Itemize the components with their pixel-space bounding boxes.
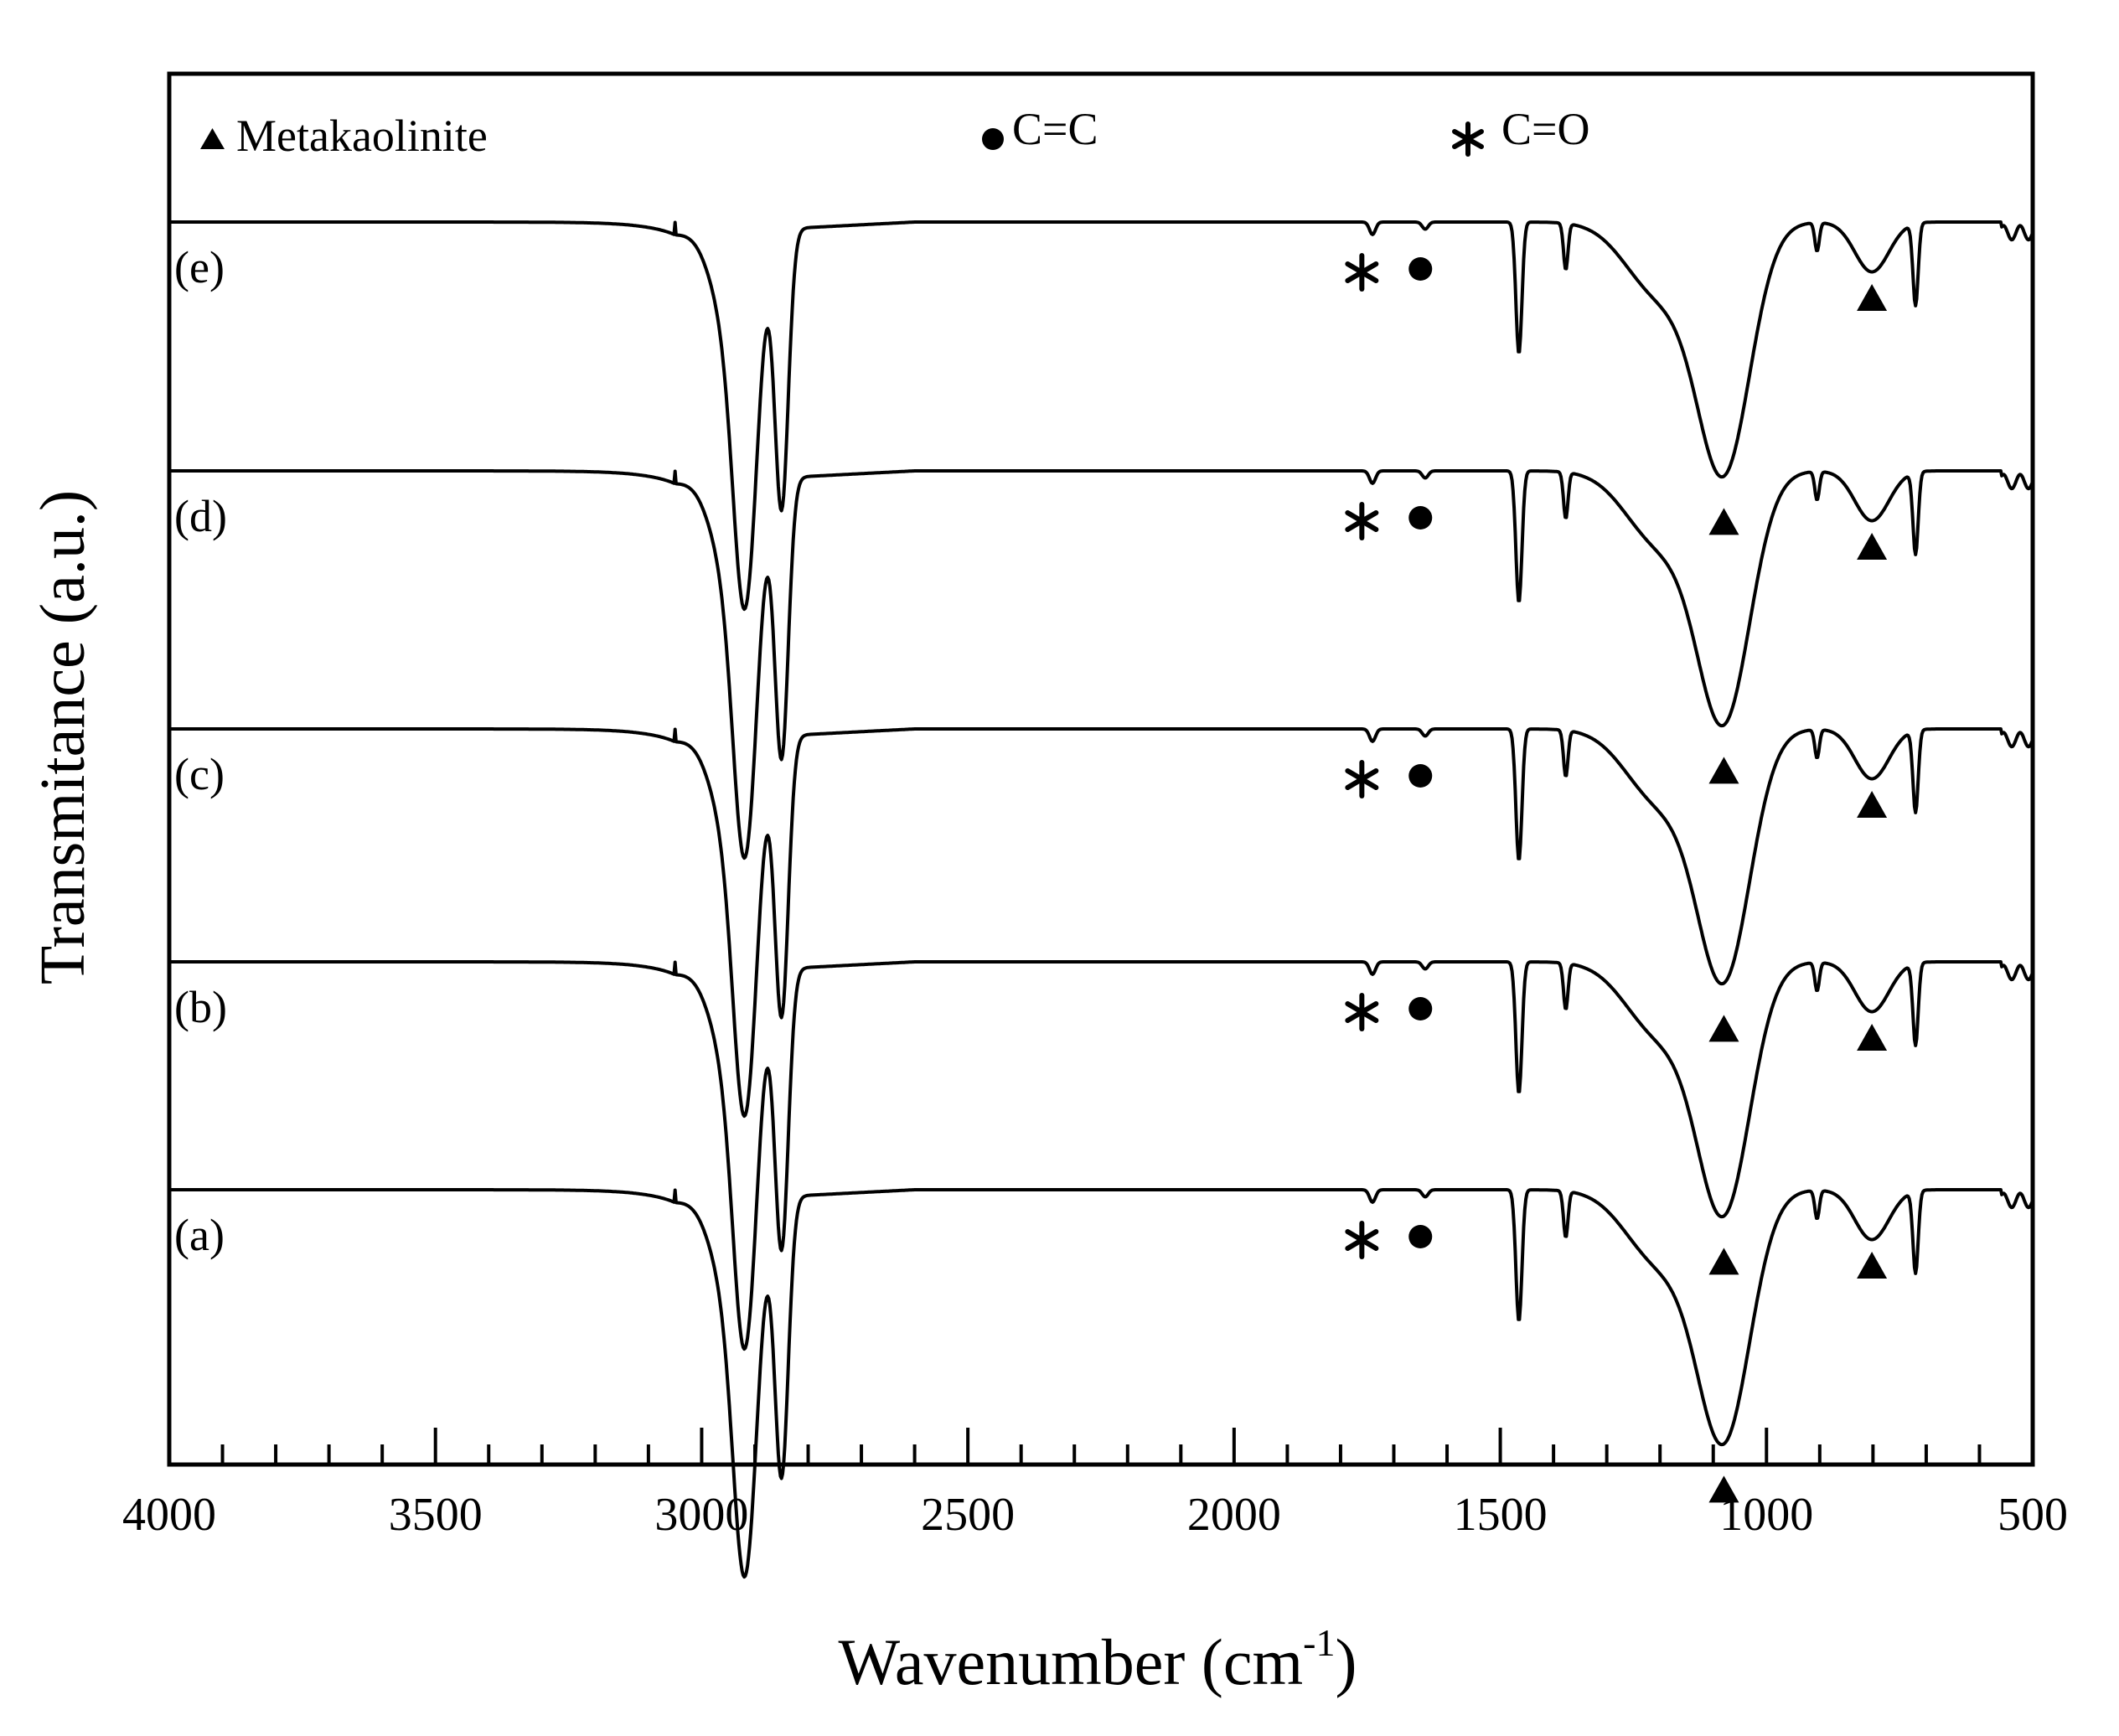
series-label: (b) — [174, 982, 227, 1032]
cc-circle-marker — [1408, 764, 1433, 788]
spectrum-line — [168, 960, 2034, 1351]
co-asterisk-marker — [1345, 993, 1379, 1031]
legend-triangle-icon — [200, 128, 225, 149]
x-tick-label: 3500 — [389, 1489, 483, 1541]
x-tick-label: 2500 — [921, 1489, 1015, 1541]
co-asterisk-marker — [1345, 502, 1379, 540]
series-labels: (a) (b) (c) (d) (e) — [174, 242, 227, 1260]
x-tick-label: 2000 — [1187, 1489, 1281, 1541]
x-tick-label: 500 — [1998, 1489, 2068, 1541]
metakaolinite-triangle-marker — [1857, 1024, 1888, 1051]
co-asterisk-marker — [1345, 253, 1379, 292]
metakaolinite-triangle-marker — [1708, 1248, 1739, 1275]
metakaolinite-triangle-marker — [1708, 757, 1739, 784]
x-tick-label: 4000 — [122, 1489, 216, 1541]
series-label: (c) — [174, 749, 225, 799]
spectrum-line — [168, 220, 2034, 612]
metakaolinite-triangle-marker — [1857, 791, 1888, 818]
cc-circle-marker — [1408, 257, 1433, 281]
cc-circle-marker — [1408, 1225, 1433, 1248]
co-asterisk-marker — [1345, 760, 1379, 798]
plot-frame — [167, 71, 2035, 1467]
major-ticks — [168, 1428, 2034, 1465]
metakaolinite-triangle-marker — [1857, 284, 1888, 311]
x-axis-label: Wavenumber (cm-1) — [839, 1621, 1357, 1698]
legend-label-cc: C=C — [1012, 104, 1098, 154]
legend: Metakaolinite C=C C=O — [200, 104, 1589, 161]
legend-label-metakaolinite: Metakaolinite — [236, 111, 488, 161]
spectrum-line — [168, 727, 2034, 1119]
x-tick-label: 1500 — [1454, 1489, 1548, 1541]
peak-markers — [1345, 253, 1888, 1503]
spectra-group — [168, 220, 2034, 1579]
metakaolinite-triangle-marker — [1857, 1252, 1888, 1279]
spectrum-line — [168, 469, 2034, 860]
minor-ticks — [220, 1444, 1982, 1465]
cc-circle-marker — [1408, 506, 1433, 530]
series-label: (e) — [174, 242, 225, 292]
metakaolinite-triangle-marker — [1857, 533, 1888, 560]
metakaolinite-triangle-marker — [1708, 508, 1739, 535]
legend-asterisk-icon — [1452, 121, 1484, 157]
metakaolinite-triangle-marker — [1708, 1475, 1739, 1503]
cc-circle-marker — [1408, 997, 1433, 1020]
series-label: (a) — [174, 1210, 225, 1260]
x-axis-label-close: ) — [1336, 1625, 1357, 1698]
co-asterisk-marker — [1345, 1221, 1379, 1259]
metakaolinite-triangle-marker — [1708, 1015, 1739, 1042]
x-tick-labels: 4000 3500 3000 2500 2000 1500 1000 500 — [122, 1489, 2068, 1541]
series-label: (d) — [174, 491, 227, 541]
x-axis-label-main: Wavenumber (cm — [839, 1625, 1304, 1698]
x-axis-label-superscript: -1 — [1303, 1621, 1335, 1664]
spectrum-line — [168, 1188, 2034, 1579]
legend-label-co: C=O — [1501, 104, 1589, 154]
x-tick-label: 3000 — [654, 1489, 748, 1541]
legend-circle-icon — [982, 128, 1004, 150]
y-axis-label: Transmitance (a.u.) — [28, 490, 98, 984]
